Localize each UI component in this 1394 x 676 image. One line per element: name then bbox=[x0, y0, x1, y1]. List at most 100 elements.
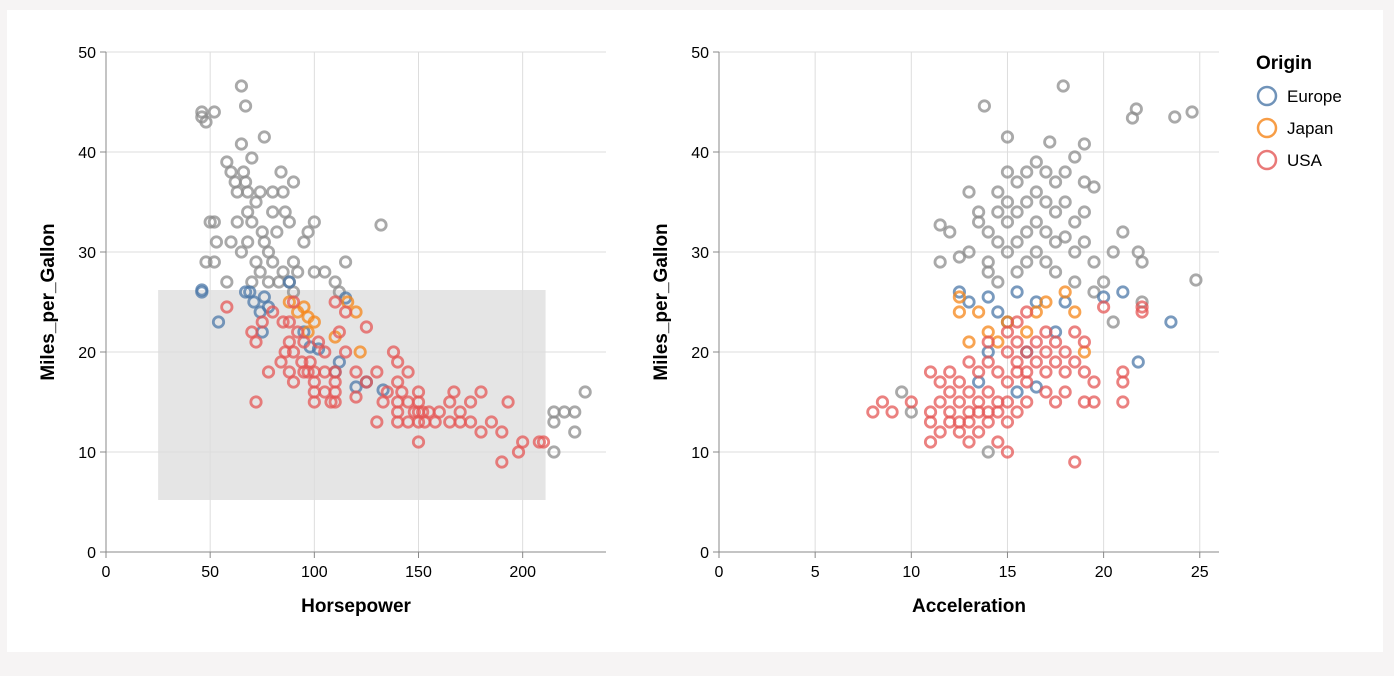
data-point bbox=[286, 375, 301, 389]
data-point bbox=[1077, 235, 1091, 249]
data-point bbox=[943, 225, 957, 239]
x-tick-label: 50 bbox=[201, 564, 219, 581]
data-point bbox=[199, 115, 213, 129]
data-point bbox=[349, 365, 363, 379]
data-point bbox=[1020, 345, 1034, 359]
data-point bbox=[1000, 165, 1015, 179]
data-point bbox=[1000, 130, 1015, 144]
legend-item-japan[interactable]: Japan bbox=[1256, 117, 1333, 139]
data-point bbox=[1068, 325, 1082, 339]
data-point bbox=[895, 385, 909, 399]
data-point bbox=[230, 215, 244, 229]
data-point bbox=[1048, 395, 1063, 409]
data-point bbox=[286, 175, 301, 189]
data-point bbox=[207, 105, 221, 119]
legend[interactable]: Origin Europe Japan USA bbox=[1256, 53, 1342, 171]
data-point bbox=[991, 365, 1005, 379]
data-point bbox=[274, 165, 288, 179]
data-point bbox=[952, 285, 966, 299]
data-point bbox=[1010, 405, 1024, 419]
data-point bbox=[923, 405, 938, 419]
legend-item-europe[interactable]: Europe bbox=[1256, 85, 1342, 107]
data-point bbox=[1020, 195, 1034, 209]
data-point bbox=[1097, 300, 1111, 314]
chart-canvas[interactable]: 0 50 100 150 20001020304050HorsepowerMiles_p… bbox=[7, 10, 1383, 652]
data-point bbox=[1189, 273, 1203, 287]
data-point bbox=[1010, 355, 1024, 369]
y-tick-label: 20 bbox=[78, 345, 96, 362]
x-axis-title: Horsepower bbox=[301, 596, 411, 617]
data-point bbox=[981, 385, 995, 399]
data-point bbox=[536, 435, 551, 449]
data-point bbox=[380, 385, 394, 399]
data-point bbox=[203, 215, 217, 229]
data-point bbox=[1116, 395, 1130, 409]
data-point bbox=[1039, 255, 1053, 269]
data-point bbox=[266, 185, 280, 199]
x-tick-label: 15 bbox=[999, 564, 1017, 581]
data-point bbox=[1029, 335, 1043, 349]
data-point bbox=[224, 235, 238, 249]
data-point bbox=[866, 405, 880, 419]
data-point bbox=[1077, 175, 1091, 189]
data-point bbox=[991, 305, 1005, 319]
y-axis-title: Miles_per_Gallon bbox=[38, 223, 59, 380]
data-point bbox=[962, 435, 976, 449]
data-point bbox=[307, 395, 321, 409]
data-point bbox=[1029, 355, 1043, 369]
data-point bbox=[1029, 155, 1043, 169]
data-point bbox=[463, 395, 478, 409]
data-point bbox=[301, 225, 315, 239]
data-point bbox=[1039, 225, 1053, 239]
data-point bbox=[1087, 180, 1101, 194]
data-point bbox=[991, 275, 1005, 289]
plot-1[interactable]: 0 50 100 150 200 0 10 20 30 40 50 Horsepower Miles_p… bbox=[38, 45, 606, 617]
data-point bbox=[568, 405, 582, 419]
data-point bbox=[1000, 415, 1015, 429]
data-point bbox=[463, 415, 478, 429]
data-point bbox=[238, 285, 253, 299]
y-tick-label: 0 bbox=[700, 545, 709, 562]
data-point bbox=[933, 395, 947, 409]
y-tick-label: 10 bbox=[78, 445, 96, 462]
data-point bbox=[1048, 335, 1063, 349]
x-tick-label: 200 bbox=[509, 564, 536, 581]
data-point bbox=[962, 335, 976, 349]
data-point bbox=[1000, 395, 1015, 409]
plot-2[interactable]: 0 5 10 15 20 25 0 10 20 30 40 50 Acceleration Miles_p… bbox=[651, 45, 1219, 617]
x-tick-label: 25 bbox=[1191, 564, 1209, 581]
data-point bbox=[286, 345, 301, 359]
x-tick-label: 100 bbox=[301, 564, 328, 581]
data-point bbox=[282, 315, 296, 329]
data-point bbox=[923, 365, 938, 379]
data-point bbox=[972, 425, 986, 439]
y-tick-label: 10 bbox=[691, 445, 709, 462]
data-point bbox=[962, 355, 976, 369]
data-point bbox=[1097, 275, 1111, 289]
data-point bbox=[972, 215, 986, 229]
data-point bbox=[276, 265, 290, 279]
data-point bbox=[261, 365, 276, 379]
data-point bbox=[991, 185, 1005, 199]
data-point bbox=[255, 315, 269, 329]
data-point bbox=[1020, 395, 1034, 409]
data-point bbox=[933, 375, 947, 389]
data-point bbox=[1020, 365, 1034, 379]
legend-item-usa[interactable]: USA bbox=[1256, 149, 1323, 171]
y-tick-label: 50 bbox=[78, 45, 96, 62]
data-point bbox=[1039, 195, 1053, 209]
x-tick-label: 0 bbox=[715, 564, 724, 581]
data-point bbox=[297, 335, 311, 349]
data-point bbox=[207, 255, 221, 269]
data-point bbox=[1077, 205, 1091, 219]
data-point bbox=[1048, 235, 1063, 249]
data-point bbox=[1164, 315, 1178, 329]
data-point bbox=[1106, 315, 1120, 329]
data-point bbox=[991, 205, 1005, 219]
data-point bbox=[1010, 205, 1024, 219]
data-point bbox=[904, 395, 918, 409]
y-tick-label: 20 bbox=[691, 345, 709, 362]
legend-symbol bbox=[1256, 149, 1278, 171]
data-point bbox=[307, 315, 321, 329]
data-point bbox=[1000, 325, 1015, 339]
